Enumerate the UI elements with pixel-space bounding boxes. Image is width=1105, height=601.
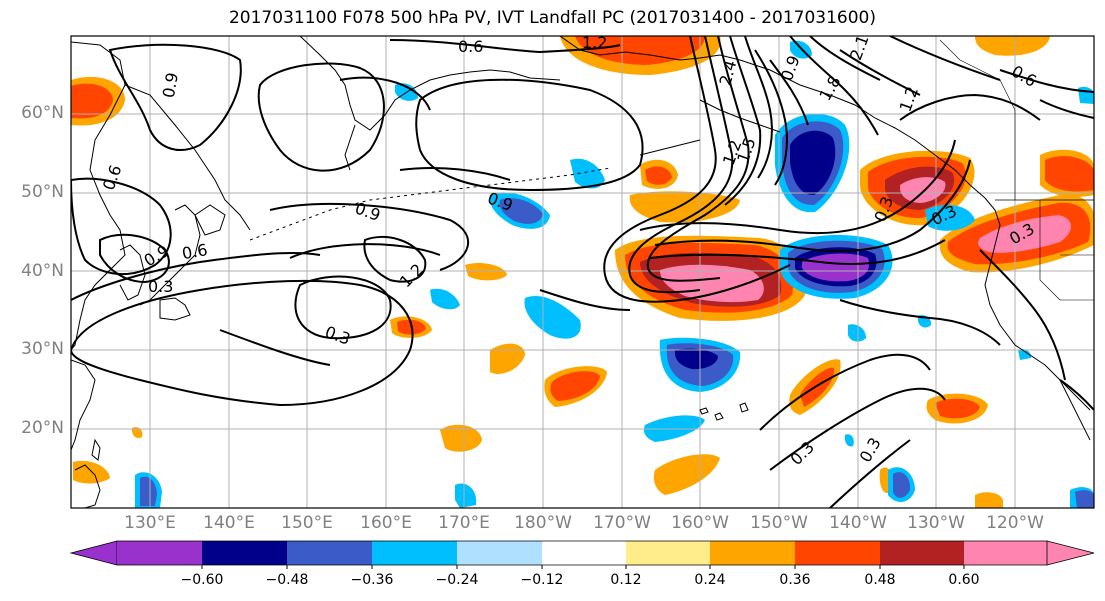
lon-label: 180°W [514, 513, 572, 533]
colorbar-tick-label: −0.48 [265, 572, 309, 588]
graticule [71, 36, 1094, 508]
contour-label: 1.2 [582, 33, 607, 52]
lon-label: 120°W [986, 513, 1044, 533]
lon-label: 150°W [750, 513, 808, 533]
colorbar-tick-label: 0.48 [864, 572, 896, 588]
lon-label: 140°E [203, 513, 255, 533]
contour-label: 2.4 [715, 58, 740, 88]
colorbar-tick-label: −0.12 [520, 572, 564, 588]
lat-label: 50°N [21, 182, 64, 202]
coastlines [71, 36, 1094, 508]
colorbar-tick-label: 0.60 [948, 572, 980, 588]
colorbar-tick-label: −0.36 [350, 572, 394, 588]
colorbar-tick-label: 0.24 [694, 572, 726, 588]
map-frame [70, 35, 1095, 509]
lon-label: 170°E [438, 513, 490, 533]
lon-label: 160°E [360, 513, 412, 533]
colorbar-tick-label: 0.12 [610, 572, 642, 588]
colorbar [69, 540, 1095, 569]
contour-label: 0.9 [159, 71, 182, 99]
lat-label: 40°N [21, 261, 64, 281]
colorbar-tick-label: 0.36 [779, 572, 811, 588]
pv-contours [71, 36, 1094, 508]
contour-label: 2.1 [846, 32, 873, 62]
contour-label: 0.9 [352, 198, 382, 225]
contour-label: 0.6 [181, 240, 209, 263]
lon-label: 130°E [124, 513, 176, 533]
lon-label: 170°W [593, 513, 651, 533]
contour-label: 0.3 [148, 277, 173, 296]
contour-label: 0.3 [323, 322, 353, 349]
lon-label: 160°W [671, 513, 729, 533]
contour-label: 1.2 [396, 260, 427, 291]
colorbar-tick-label: −0.24 [435, 572, 479, 588]
lat-label: 30°N [21, 339, 64, 359]
contour-label: 0.6 [458, 37, 483, 56]
lat-label: 20°N [21, 418, 64, 438]
colorbar-tick-label: −0.60 [180, 572, 224, 588]
map-title: 2017031100 F078 500 hPa PV, IVT Landfall… [228, 8, 876, 28]
contour-label: 0.3 [787, 438, 818, 469]
contour-label: 0.3 [856, 434, 885, 466]
lon-label: 140°W [829, 513, 887, 533]
contour-label: 0.6 [99, 162, 126, 192]
contour-label: 0.6 [1008, 62, 1040, 91]
lon-label: 150°E [281, 513, 333, 533]
shaded-anomaly-fields [71, 36, 1094, 508]
lat-label: 60°N [21, 103, 64, 123]
lon-label: 130°W [907, 513, 965, 533]
